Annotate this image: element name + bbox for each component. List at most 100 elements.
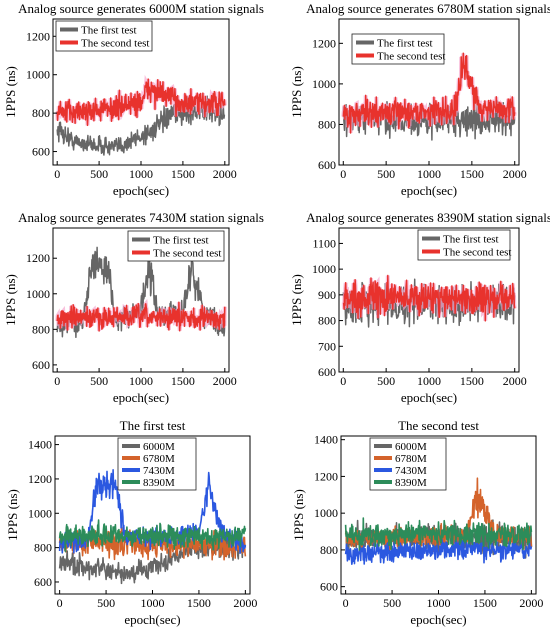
x-axis-label: epoch(sec) — [401, 183, 457, 198]
legend-label: The first test — [153, 235, 209, 247]
y-tick-label: 900 — [318, 288, 336, 302]
plot-area — [341, 274, 517, 328]
chart-title: The first test — [120, 418, 186, 433]
chart-panel-6: The second test 0 500 1000 1500 2000 600 800 100… — [291, 418, 543, 627]
x-tick-label: 2000 — [233, 596, 257, 610]
x-tick-label: 500 — [90, 167, 108, 181]
x-tick-label: 1500 — [460, 374, 484, 388]
x-axis-label: epoch(sec) — [113, 183, 169, 198]
x-axis-label: epoch(sec) — [124, 612, 180, 627]
legend-label: The second test — [443, 247, 511, 259]
x-tick-label: 1000 — [427, 596, 451, 610]
chart-title: Analog source generates 6000M station si… — [18, 1, 264, 16]
legend-label: The second test — [81, 38, 149, 50]
y-axis-label: 1PPS (ns) — [289, 274, 304, 326]
y-tick-label: 800 — [34, 541, 52, 555]
x-axis-label: epoch(sec) — [410, 612, 466, 627]
x-tick-label: 500 — [383, 596, 401, 610]
y-tick-label: 1100 — [312, 236, 336, 250]
x-tick-label: 500 — [90, 374, 108, 388]
plot-area — [344, 477, 533, 566]
x-tick-label: 2000 — [503, 167, 527, 181]
x-axis-label: epoch(sec) — [113, 390, 169, 405]
series-line-8390m — [344, 517, 533, 551]
chart-title: The second test — [398, 418, 479, 433]
x-tick-label: 0 — [54, 167, 60, 181]
legend-label: The second test — [153, 248, 221, 260]
y-tick-label: 800 — [318, 117, 336, 131]
x-tick-label: 1500 — [460, 167, 484, 181]
y-tick-label: 1000 — [26, 287, 50, 301]
legend-label: The first test — [377, 38, 433, 50]
y-tick-label: 1200 — [26, 251, 50, 265]
y-tick-label: 600 — [34, 575, 52, 589]
legend-label: 6000M — [395, 441, 427, 453]
series-line-7430m — [344, 537, 533, 566]
plot-area — [55, 74, 227, 156]
legend-label: 6000M — [143, 441, 175, 453]
y-axis-label: 1PPS (ns) — [5, 489, 20, 541]
x-tick-label: 0 — [54, 374, 60, 388]
x-tick-label: 0 — [57, 596, 63, 610]
legend-box — [127, 230, 225, 262]
x-tick-label: 2000 — [519, 596, 543, 610]
y-tick-label: 1000 — [26, 68, 50, 82]
y-tick-label: 800 — [318, 314, 336, 328]
legend-label: The first test — [443, 234, 499, 246]
x-tick-label: 1000 — [141, 596, 165, 610]
legend-box — [55, 20, 153, 52]
series-line-the-second-test — [342, 274, 516, 322]
chart-panel-4: Analog source generates 8390M station si… — [289, 210, 550, 405]
chart-panel-2: Analog source generates 6780M station si… — [289, 1, 550, 198]
series-line-8390m — [58, 519, 247, 553]
y-tick-label: 800 — [32, 322, 50, 336]
y-axis-label: 1PPS (ns) — [3, 274, 18, 326]
y-axis-label: 1PPS (ns) — [291, 489, 306, 541]
y-tick-label: 600 — [318, 365, 336, 379]
legend-label: The first test — [81, 25, 137, 37]
y-tick-label: 600 — [320, 580, 338, 594]
x-tick-label: 1000 — [417, 167, 441, 181]
series-line-6000m — [58, 535, 247, 585]
legend-box — [351, 33, 445, 65]
y-tick-label: 1200 — [28, 472, 52, 486]
x-tick-label: 1000 — [129, 167, 153, 181]
x-tick-label: 1500 — [171, 374, 195, 388]
y-tick-label: 600 — [32, 358, 50, 372]
y-tick-label: 700 — [318, 339, 336, 353]
x-tick-label: 2000 — [213, 167, 237, 181]
series-line-the-first-test — [56, 95, 226, 156]
legend-label: 7430M — [395, 465, 427, 477]
x-tick-label: 0 — [343, 596, 349, 610]
plot-area — [341, 52, 517, 141]
x-tick-label: 1000 — [417, 374, 441, 388]
x-tick-label: 1500 — [187, 596, 211, 610]
y-tick-label: 1000 — [314, 506, 338, 520]
y-tick-label: 600 — [318, 158, 336, 172]
y-tick-label: 1000 — [28, 506, 52, 520]
y-tick-label: 1400 — [28, 438, 52, 452]
y-tick-label: 800 — [320, 543, 338, 557]
legend-label: 7430M — [143, 465, 175, 477]
y-tick-label: 1000 — [312, 77, 336, 91]
chart-panel-3: Analog source generates 7430M station si… — [3, 210, 264, 405]
x-tick-label: 2000 — [213, 374, 237, 388]
chart-title: Analog source generates 6780M station si… — [306, 1, 550, 16]
legend-label: 8390M — [395, 477, 427, 489]
legend-label: 6780M — [395, 453, 427, 465]
plot-area — [58, 468, 247, 585]
x-tick-label: 500 — [377, 167, 395, 181]
legend-label: The second test — [377, 51, 445, 63]
x-tick-label: 500 — [97, 596, 115, 610]
x-axis-label: epoch(sec) — [401, 390, 457, 405]
chart-panel-1: Analog source generates 6000M station si… — [3, 1, 264, 198]
plot-area — [55, 246, 227, 339]
x-tick-label: 2000 — [503, 374, 527, 388]
